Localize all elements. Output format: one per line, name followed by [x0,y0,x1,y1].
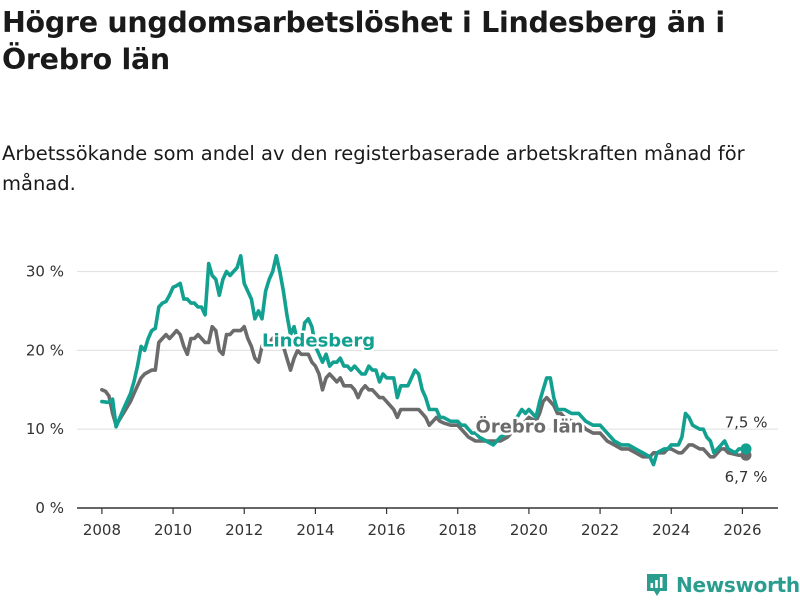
axes: 0 % 10 % 20 % 30 % 2008 2010 2012 2014 2016 2018 2… [26,263,778,539]
end-value-label-orebro-lan: 6,7 % [725,468,768,486]
series-line-orebro-lan [100,324,748,459]
x-tick-label: 2020 [510,521,548,539]
x-tick-label: 2026 [723,521,761,539]
x-tick-label: 2016 [367,521,405,539]
x-tick-label: 2024 [652,521,690,539]
newsworthy-logo-icon [647,574,667,596]
chart-title: Högre ungdomsarbetslöshet i Lindesberg ä… [2,6,725,76]
x-tick-label: 2022 [581,521,619,539]
x-tick-label: 2012 [225,521,263,539]
gridlines [77,270,778,430]
series-label-orebro-lan: Örebro län [476,415,584,437]
newsworthy-logo-text: Newsworthy [676,573,800,597]
x-tick-label: 2018 [439,521,477,539]
y-tick-label: 0 % [35,499,64,517]
y-tick-label: 30 % [26,263,64,281]
end-value-label-lindesberg: 7,5 % [725,414,768,432]
y-tick-label: 10 % [26,420,64,438]
y-tick-label: 20 % [26,341,64,359]
endpoint-marker-lindesberg [740,443,752,455]
x-tick-label: 2008 [83,521,121,539]
series-label-lindesberg: Lindesberg [262,330,375,351]
newsworthy-logo[interactable]: Newsworthy [645,570,800,600]
x-tick-label: 2010 [154,521,192,539]
x-tick-label: 2014 [296,521,334,539]
series-line-lindesberg [100,254,748,467]
series-lines [100,254,752,467]
series-labels: Lindesberg Örebro län 7,5 % 6,7 % [260,328,768,486]
chart-subtitle: Arbetssökande som andel av den registerb… [2,142,745,195]
